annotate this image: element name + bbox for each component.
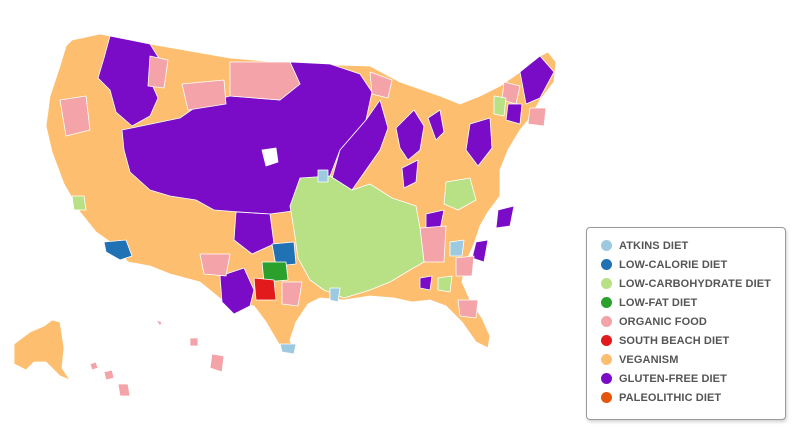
region-ks-organic[interactable] [199, 253, 231, 277]
region-ne2-gluten[interactable] [505, 103, 523, 125]
region-utah-white[interactable] [261, 147, 279, 167]
region-hawaii-1[interactable] [89, 361, 99, 371]
region-alaska[interactable] [13, 319, 71, 381]
region-idaho-organic[interactable] [147, 55, 169, 89]
legend-swatch [601, 240, 612, 251]
region-michigan-gluten[interactable] [427, 109, 445, 141]
region-lowcarb-ga[interactable] [437, 275, 453, 293]
region-atkins-la[interactable] [329, 287, 341, 303]
legend-item-veganism[interactable]: VEGANISM [601, 350, 785, 369]
legend-label: SOUTH BEACH DIET [619, 334, 730, 347]
region-northwest-gluten[interactable] [97, 35, 161, 127]
legend-label: ATKINS DIET [619, 239, 689, 252]
region-sc-organic[interactable] [455, 255, 475, 277]
legend-item-atkins[interactable]: ATKINS DIET [601, 236, 785, 255]
legend-label: VEGANISM [619, 353, 679, 366]
region-wy-organic[interactable] [181, 79, 227, 111]
region-midwest-gluten[interactable] [395, 109, 425, 161]
legend-label: ORGANIC FOOD [619, 315, 707, 328]
region-fl-organic[interactable] [457, 299, 479, 319]
legend-swatch [601, 354, 612, 365]
region-lowcarb-central[interactable] [289, 175, 425, 299]
region-ny-organic[interactable] [527, 107, 547, 127]
legend-swatch [601, 259, 612, 270]
legend-label: LOW-CARBOHYDRATE DIET [619, 277, 771, 290]
legend-item-low-carbohydrate[interactable]: LOW-CARBOHYDRATE DIET [601, 274, 785, 293]
region-hawaii-3[interactable] [117, 383, 131, 397]
region-lowcal-ok[interactable] [271, 241, 297, 267]
legend-item-organic-food[interactable]: ORGANIC FOOD [601, 312, 785, 331]
legend-swatch [601, 392, 612, 403]
region-lowcarb-east[interactable] [443, 177, 477, 211]
region-plains-gluten[interactable] [325, 99, 389, 201]
region-south-gluten[interactable] [401, 159, 419, 189]
legend-swatch [601, 278, 612, 289]
legend-item-low-calorie[interactable]: LOW-CALORIE DIET [601, 255, 785, 274]
region-va-gluten[interactable] [495, 205, 515, 229]
legend-item-gluten-free[interactable]: GLUTEN-FREE DIET [601, 369, 785, 388]
region-ne-organic[interactable] [501, 81, 521, 105]
region-ga-gluten[interactable] [419, 275, 433, 291]
legend: ATKINS DIET LOW-CALORIE DIET LOW-CARBOHY… [586, 227, 786, 420]
region-tx-organic[interactable] [281, 281, 303, 307]
region-newengland-gluten[interactable] [519, 55, 555, 105]
region-hawaii-2[interactable] [103, 369, 115, 381]
region-hawaii-east[interactable] [209, 353, 225, 373]
region-montana-organic[interactable] [229, 61, 301, 101]
legend-swatch [601, 316, 612, 327]
region-lowcarb-ne[interactable] [493, 95, 507, 117]
region-hawaii-mid[interactable] [189, 337, 199, 347]
region-nc-gluten[interactable] [471, 239, 489, 263]
region-lowcarb-or[interactable] [71, 195, 87, 211]
legend-label: LOW-CALORIE DIET [619, 258, 728, 271]
legend-swatch [601, 335, 612, 346]
region-mn-organic[interactable] [369, 71, 393, 99]
region-colorado-gluten[interactable] [233, 211, 275, 255]
region-southbeach-tx[interactable] [253, 277, 277, 301]
region-hawaii-west[interactable] [155, 319, 163, 327]
legend-item-paleolithic[interactable]: PALEOLITHIC DIET [601, 388, 785, 407]
region-oregon-organic[interactable] [59, 95, 91, 137]
legend-label: PALEOLITHIC DIET [619, 391, 722, 404]
region-lowfat-tx[interactable] [261, 261, 289, 283]
region-atkins-ks[interactable] [317, 169, 329, 183]
region-atkins-tx[interactable] [279, 343, 297, 355]
region-nc-organic[interactable] [419, 225, 447, 263]
legend-item-low-fat[interactable]: LOW-FAT DIET [601, 293, 785, 312]
region-atkins-ga[interactable] [449, 239, 465, 257]
region-texas-west-gluten[interactable] [219, 267, 255, 315]
region-ohio-gluten[interactable] [465, 117, 493, 167]
legend-item-south-beach[interactable]: SOUTH BEACH DIET [601, 331, 785, 350]
region-lowcal-az[interactable] [103, 239, 133, 261]
legend-label: LOW-FAT DIET [619, 296, 698, 309]
legend-label: GLUTEN-FREE DIET [619, 372, 727, 385]
legend-swatch [601, 373, 612, 384]
legend-swatch [601, 297, 612, 308]
